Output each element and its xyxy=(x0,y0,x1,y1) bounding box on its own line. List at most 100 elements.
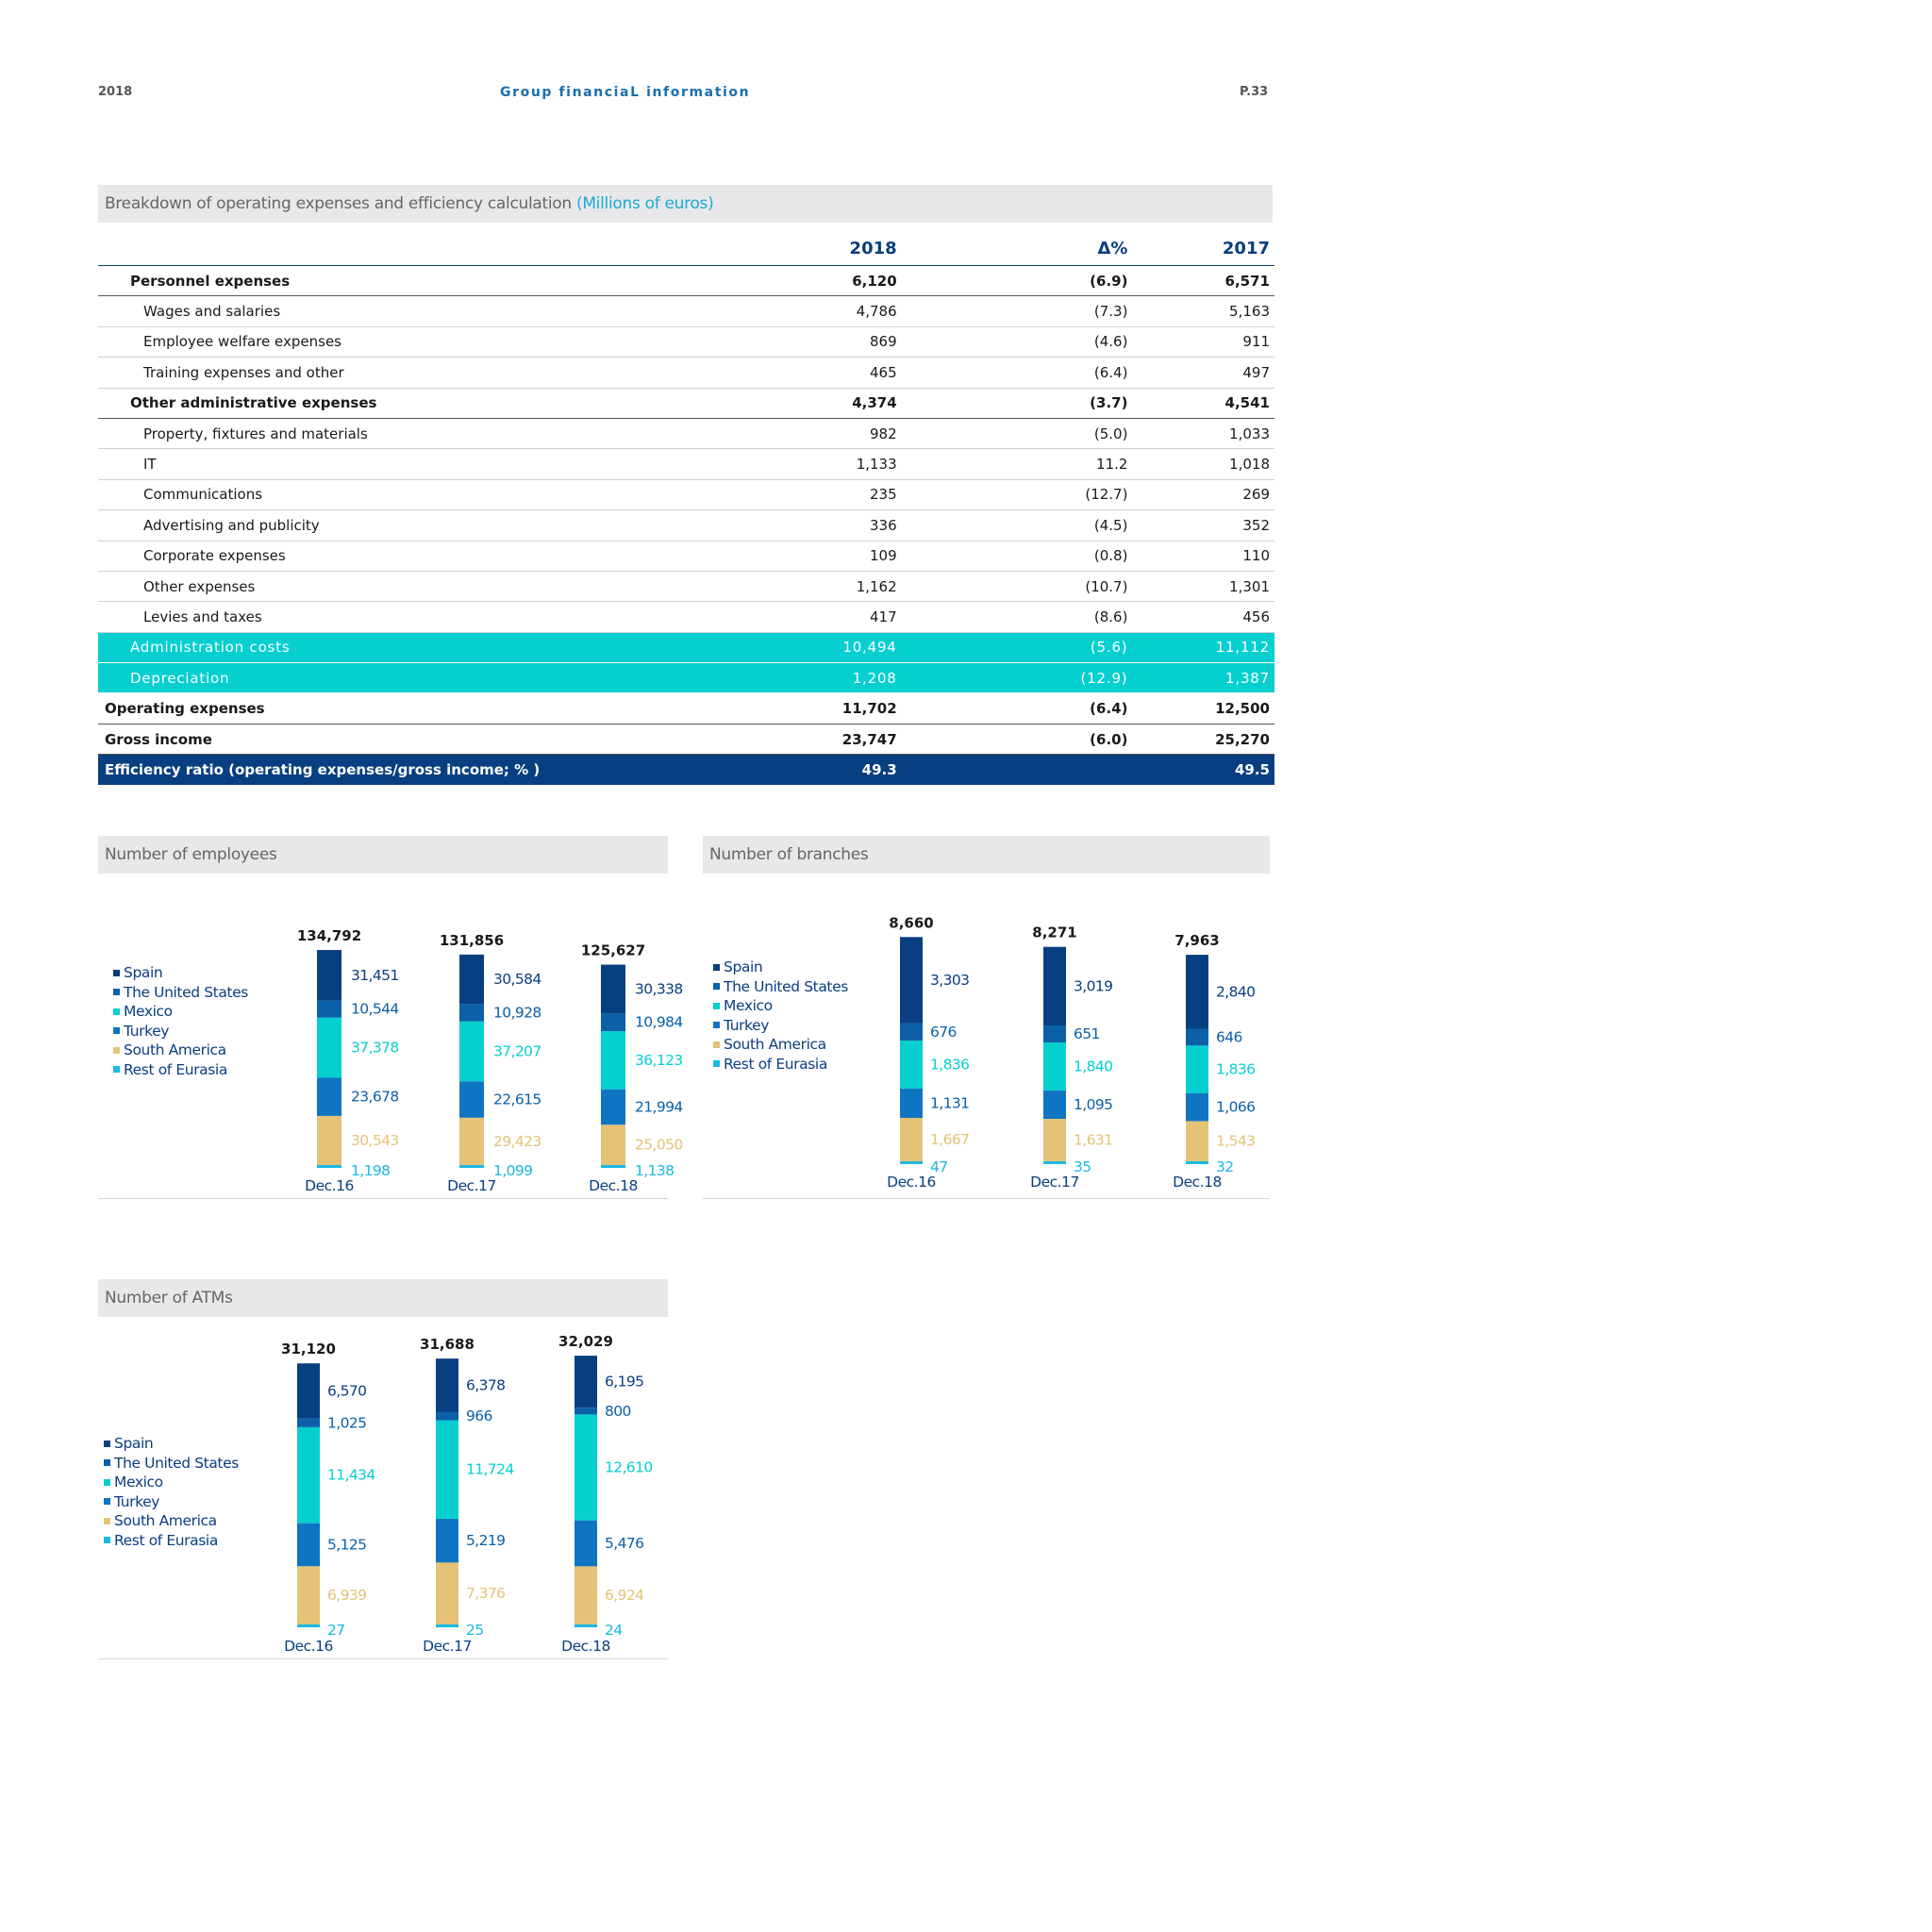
bar-total-label: 131,856 xyxy=(440,932,504,949)
legend-swatch xyxy=(104,1440,110,1447)
category-label: Dec.16 xyxy=(305,1177,354,1194)
value-2017: 25,270 xyxy=(1132,724,1274,756)
segment-value-label: 2,840 xyxy=(1216,983,1255,1000)
legend-item: Spain xyxy=(113,963,248,983)
legend-item: Spain xyxy=(713,958,848,977)
segment-value-label: 6,924 xyxy=(605,1587,643,1604)
value-2018: 10,494 xyxy=(685,632,902,664)
legend-swatch xyxy=(713,983,720,991)
bar-total-label: 31,688 xyxy=(420,1336,475,1353)
legend-item: South America xyxy=(104,1511,239,1531)
bar-segment xyxy=(317,950,341,1001)
bar-segment xyxy=(436,1518,458,1563)
value-2017: 911 xyxy=(1132,326,1274,358)
bar-segment xyxy=(1043,1161,1066,1164)
row-label: Levies and taxes xyxy=(98,601,686,633)
bar-total-label: 32,029 xyxy=(558,1333,613,1350)
value-delta: (10.7) xyxy=(901,571,1133,603)
segment-value-label: 3,303 xyxy=(930,972,969,989)
value-2018: 109 xyxy=(685,541,902,572)
legend-swatch xyxy=(113,1066,120,1074)
bar-segment xyxy=(1186,1092,1208,1122)
segment-value-label: 5,125 xyxy=(327,1536,366,1553)
value-2018: 982 xyxy=(685,418,902,450)
value-2018: 417 xyxy=(685,601,902,633)
table-header-cell: 2018 xyxy=(685,231,902,266)
legend-swatch xyxy=(113,989,120,996)
row-label: Personnel expenses xyxy=(98,265,686,297)
bar-segment xyxy=(436,1562,458,1624)
bar-segment xyxy=(900,1041,923,1089)
legend-swatch xyxy=(104,1517,110,1524)
legend-item: The United States xyxy=(113,983,248,1003)
row-label: Operating expenses xyxy=(98,692,686,724)
bar-segment xyxy=(459,1081,484,1118)
value-2017: 6,571 xyxy=(1132,265,1274,297)
value-2018: 1,208 xyxy=(685,662,902,694)
table-row: Advertising and publicity 336 (4.5) 352 xyxy=(98,509,1274,541)
bar-total-label: 134,792 xyxy=(297,927,361,944)
bar-segment xyxy=(575,1407,597,1415)
segment-value-label: 5,219 xyxy=(466,1532,505,1549)
legend-item: Rest of Eurasia xyxy=(713,1055,848,1074)
value-2018: 23,747 xyxy=(685,724,902,756)
legend-label: South America xyxy=(124,1041,226,1059)
value-delta: (5.0) xyxy=(901,418,1133,450)
bar-total-label: 125,627 xyxy=(581,942,645,959)
table-row: Other administrative expenses 4,374 (3.7) 4… xyxy=(98,388,1274,419)
legend-swatch xyxy=(713,1002,720,1009)
bar-segment xyxy=(317,1000,341,1018)
row-label: Other expenses xyxy=(98,571,686,603)
segment-value-label: 800 xyxy=(605,1403,631,1420)
row-label: Training expenses and other xyxy=(98,357,686,389)
value-delta: 11.2 xyxy=(901,448,1133,480)
legend-item: The United States xyxy=(713,977,848,997)
value-2018: 11,702 xyxy=(685,692,902,724)
value-2017: 352 xyxy=(1132,509,1274,541)
value-delta xyxy=(901,754,1133,785)
segment-value-label: 1,631 xyxy=(1074,1131,1112,1148)
segment-value-label: 31,451 xyxy=(351,967,399,984)
bar-segment xyxy=(1043,1041,1066,1091)
legend-item: Mexico xyxy=(113,1002,248,1022)
segment-value-label: 10,544 xyxy=(351,1001,399,1018)
table-row: Administration costs 10,494 (5.6) 11,112 xyxy=(98,632,1274,664)
bar-segment xyxy=(317,1165,341,1168)
bar-segment xyxy=(1043,1090,1066,1119)
segment-value-label: 11,724 xyxy=(466,1461,514,1478)
segment-value-label: 6,570 xyxy=(327,1382,366,1399)
value-2017: 1,387 xyxy=(1132,662,1274,694)
legend-swatch xyxy=(713,1060,720,1068)
table-row: Gross income 23,747 (6.0) 25,270 xyxy=(98,724,1274,756)
value-delta: (12.9) xyxy=(901,662,1133,694)
legend-swatch xyxy=(713,1022,720,1029)
value-delta: (8.6) xyxy=(901,601,1133,633)
atms-title-bar: Number of ATMs xyxy=(98,1279,668,1317)
expenses-table: 2018 Δ% 2017 Personnel expenses 6,120 (6.9… xyxy=(98,231,1274,785)
legend-swatch xyxy=(713,963,720,971)
bar-segment xyxy=(1186,1028,1208,1046)
bar-segment xyxy=(317,1077,341,1116)
value-2017: 12,500 xyxy=(1132,692,1274,724)
segment-value-label: 1,543 xyxy=(1216,1133,1255,1150)
value-2017: 497 xyxy=(1132,357,1274,389)
bar-segment xyxy=(575,1520,597,1567)
bar-segment xyxy=(575,1414,597,1521)
row-label: Property, fixtures and materials xyxy=(98,418,686,450)
segment-value-label: 7,376 xyxy=(466,1585,505,1602)
legend-item: Turkey xyxy=(113,1022,248,1041)
value-2018: 4,374 xyxy=(685,388,902,419)
table-header-cell: Δ% xyxy=(901,231,1133,266)
value-delta: (4.6) xyxy=(901,326,1133,358)
segment-value-label: 30,338 xyxy=(635,980,683,997)
employees-legend: Spain The United States Mexico Turkey South … xyxy=(113,963,248,1079)
value-delta: (5.6) xyxy=(901,632,1133,664)
bar-segment xyxy=(1043,946,1066,1026)
category-label: Dec.16 xyxy=(284,1638,333,1655)
table-section-title-bar: Breakdown of operating expenses and effi… xyxy=(98,185,1273,223)
table-row: Training expenses and other 465 (6.4) 497 xyxy=(98,357,1274,389)
segment-value-label: 1,131 xyxy=(930,1094,969,1111)
table-row: Personnel expenses 6,120 (6.9) 6,571 xyxy=(98,265,1274,297)
legend-label: Mexico xyxy=(724,997,773,1015)
